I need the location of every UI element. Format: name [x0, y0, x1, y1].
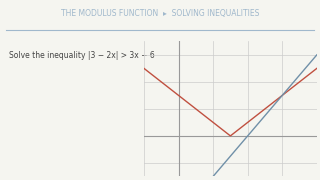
Text: THE MODULUS FUNCTION  ▸  SOLVING INEQUALITIES: THE MODULUS FUNCTION ▸ SOLVING INEQUALIT… — [61, 9, 259, 18]
Text: Solve the inequality |3 − 2x| > 3x − 6: Solve the inequality |3 − 2x| > 3x − 6 — [9, 51, 155, 60]
